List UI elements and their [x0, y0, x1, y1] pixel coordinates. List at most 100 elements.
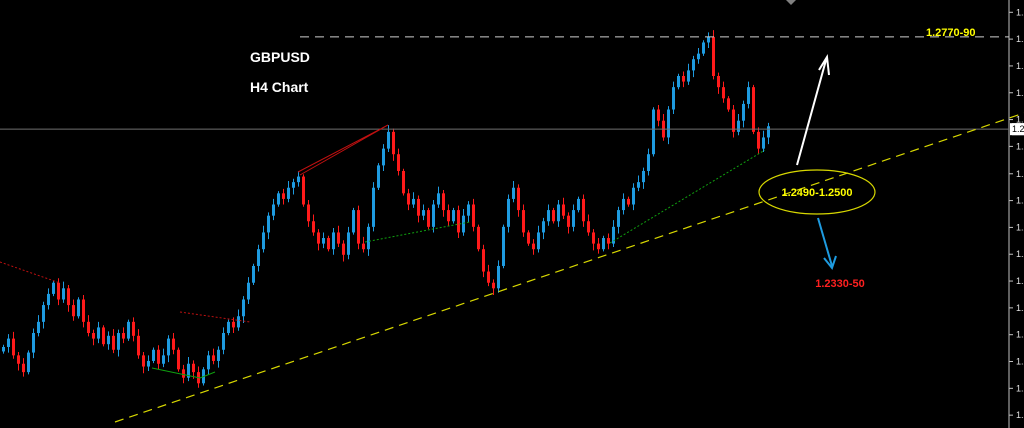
candle-body [282, 193, 285, 199]
candle-body [392, 131, 395, 155]
candle-body [272, 204, 275, 216]
candle [262, 225, 265, 253]
y-tick-label: 1.25250 [1016, 169, 1024, 179]
candle-body [397, 154, 400, 171]
candle-body [222, 333, 225, 350]
candle [412, 192, 415, 208]
candle-body [537, 232, 540, 250]
candle-body [667, 109, 670, 138]
candle-body [37, 321, 40, 334]
candle-body [707, 36, 710, 43]
candle [667, 106, 670, 145]
y-tick-label: 1.24770 [1016, 196, 1024, 206]
up-arrow-head-icon [818, 53, 830, 76]
candle [122, 327, 125, 344]
candle [132, 317, 135, 342]
candle-body [647, 154, 650, 171]
candle [342, 240, 345, 262]
trendline [114, 112, 1024, 423]
candle [607, 233, 610, 250]
candle-body [217, 349, 220, 361]
candle-body [502, 226, 505, 266]
candle [712, 30, 715, 80]
candle-body [427, 210, 430, 227]
candle-body [32, 333, 35, 353]
y-tick-label: 1.28140 [1016, 7, 1024, 17]
candle-body [437, 193, 440, 205]
candle-body [7, 338, 10, 347]
support-zone-label: 1.2490-1.2500 [782, 187, 853, 199]
candle-body [207, 355, 210, 370]
candle-body [227, 321, 230, 334]
candle-body [97, 327, 100, 339]
candle-body [697, 53, 700, 60]
candle-body [287, 187, 290, 199]
zigzag-line [297, 124, 389, 176]
candle-body [477, 226, 480, 250]
candle [157, 345, 160, 370]
candle-body [482, 249, 485, 272]
candle-body [157, 349, 160, 364]
candle-body [532, 243, 535, 250]
candle [117, 329, 120, 357]
candle [592, 229, 595, 251]
candle [717, 72, 720, 94]
candle [272, 198, 275, 221]
candle [127, 319, 130, 341]
candle-body [152, 349, 155, 361]
candle [177, 347, 180, 372]
candle-body [117, 333, 120, 350]
candle-body [332, 232, 335, 250]
candle [192, 360, 195, 379]
candle-body [417, 198, 420, 216]
candle-body [187, 363, 190, 378]
candle-body [687, 70, 690, 82]
resistance-label: 1.2770-90 [926, 27, 976, 39]
candle [62, 281, 65, 303]
candle [502, 224, 505, 269]
candle [72, 299, 75, 321]
candle [462, 208, 465, 236]
candle [7, 334, 10, 353]
candle-body [712, 36, 715, 76]
candle-body [737, 120, 740, 132]
candle [487, 264, 490, 287]
candle-body [62, 288, 65, 300]
candle-body [72, 305, 75, 317]
candle-body [597, 243, 600, 250]
candle [452, 207, 455, 224]
candle [407, 188, 410, 211]
candle [647, 148, 650, 176]
candle-body [447, 210, 450, 222]
candle [577, 196, 580, 213]
candle [447, 204, 450, 226]
candle-body [347, 232, 350, 255]
annotations [0, 36, 1024, 423]
shift-marker-icon[interactable] [786, 0, 796, 5]
candle [522, 204, 525, 237]
candle-body [637, 182, 640, 188]
y-tick-label: 1.24290 [1016, 222, 1024, 232]
candle-body [612, 226, 615, 244]
candle [97, 321, 100, 344]
candle-body [762, 137, 765, 149]
candle-body [572, 210, 575, 227]
candle [102, 325, 105, 347]
candle [537, 225, 540, 253]
candle-body [652, 109, 655, 155]
down-arrow-icon [817, 217, 833, 267]
candle [107, 331, 110, 350]
candle-body [512, 187, 515, 199]
candle [187, 357, 190, 382]
candle [497, 260, 500, 293]
candle-body [252, 265, 255, 283]
candle [582, 194, 585, 227]
candle-body [77, 299, 80, 317]
candle-body [122, 333, 125, 339]
candle [37, 315, 40, 337]
candle [2, 344, 5, 354]
candle-body [582, 198, 585, 222]
candle-body [257, 249, 260, 266]
candle [152, 347, 155, 364]
